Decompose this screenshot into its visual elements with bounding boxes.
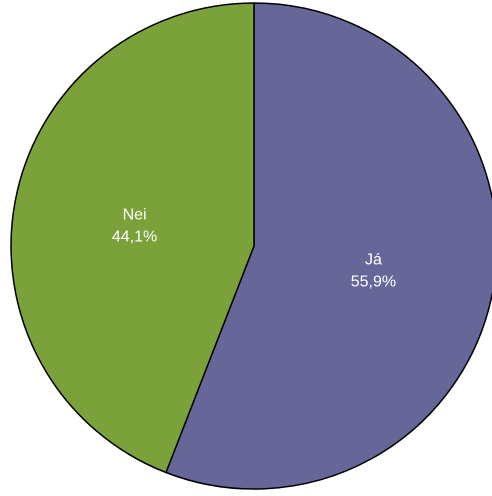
pie-slice-label-1: Nei	[123, 207, 147, 224]
pie-slice-value-1: 44,1%	[112, 229, 157, 246]
pie-labels: Já 55,9% Nei 44,1%	[112, 207, 396, 291]
pie-slice-label-0: Já	[365, 251, 382, 268]
pie-slice-0	[165, 2, 492, 490]
pie-slices	[10, 2, 492, 490]
pie-slice-1	[10, 2, 255, 474]
pie-slice-value-0: 55,9%	[351, 273, 396, 290]
